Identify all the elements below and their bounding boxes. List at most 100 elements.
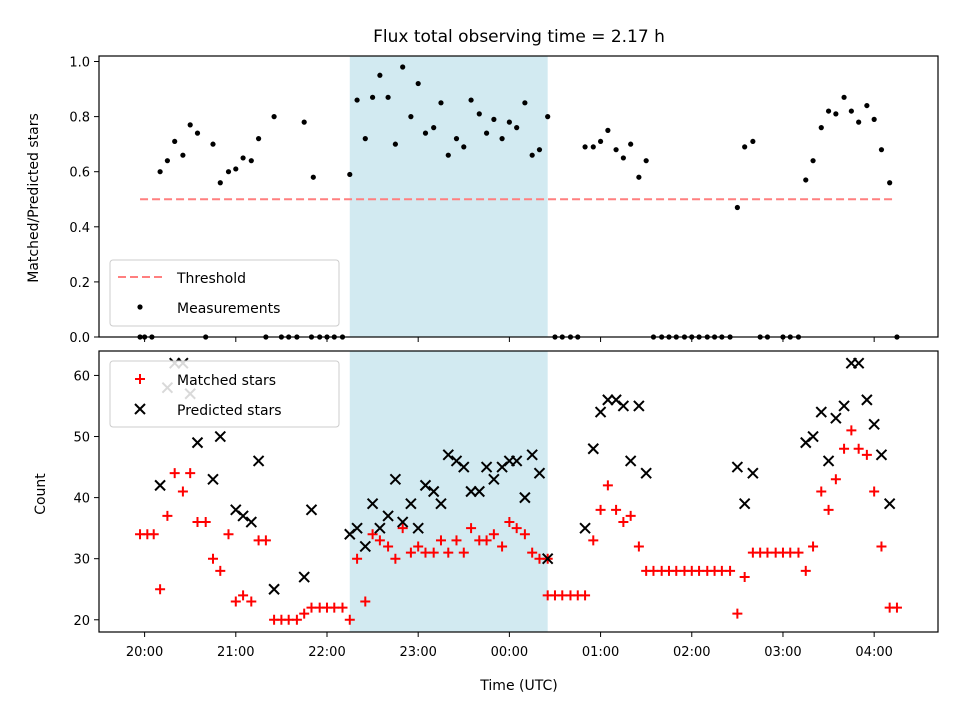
predicted-stars-point	[458, 461, 470, 473]
measurement-point	[255, 136, 262, 142]
matched-stars-point	[374, 535, 385, 546]
legend-matched-label: Matched stars	[177, 373, 276, 389]
x-tick-label: 00:00	[491, 645, 528, 660]
predicted-stars-point	[207, 473, 219, 485]
measurement-point	[887, 180, 893, 186]
legend-predicted-label: Predicted stars	[177, 403, 282, 419]
measurement-point	[605, 127, 611, 133]
x-tick-label: 20:00	[126, 645, 163, 660]
matched-stars-point	[223, 529, 234, 540]
predicted-stars-point	[541, 552, 554, 565]
predicted-stars-point	[389, 473, 402, 485]
matched-stars-point	[451, 535, 462, 546]
matched-stars-point	[238, 590, 249, 601]
predicted-stars-point	[640, 467, 652, 479]
matched-stars-point	[215, 565, 226, 576]
measurement-point	[157, 169, 163, 175]
count-y-tick-label: 30	[73, 553, 90, 568]
predicted-stars-point	[624, 455, 637, 467]
measurement-point	[369, 94, 376, 100]
matched-stars-point	[390, 553, 401, 564]
predicted-stars-point	[191, 436, 204, 449]
matched-stars-point	[853, 443, 864, 454]
predicted-stars-point	[488, 473, 500, 485]
count-axes: 20 30 40 50 60 20:00 21:00 22:00 23:00 00:00 01:00…	[73, 350, 939, 660]
predicted-stars-point	[305, 504, 318, 516]
predicted-stars-point	[435, 498, 447, 510]
measurement-point	[431, 125, 437, 131]
matched-stars-point	[846, 425, 857, 436]
legend-box	[109, 259, 340, 327]
matched-stars-point	[428, 547, 439, 558]
matched-stars-point	[497, 541, 508, 552]
measurement-point	[613, 147, 619, 153]
measurement-point	[514, 125, 520, 131]
legend-threshold-label: Threshold	[176, 271, 246, 287]
matched-stars-point	[793, 547, 804, 558]
measurement-point	[856, 119, 862, 125]
measurement-point	[582, 144, 588, 150]
predicted-stars-point	[237, 510, 249, 522]
matched-stars-point	[602, 480, 613, 491]
ratio-y-tick-label: 1.0	[69, 56, 90, 71]
ratio-y-tick-label: 0.8	[69, 111, 90, 126]
matched-stars-point	[169, 468, 180, 479]
measurement-point	[742, 144, 748, 150]
x-tick-label: 21:00	[217, 645, 254, 660]
measurement-point	[643, 158, 649, 164]
predicted-stars-point	[738, 498, 751, 510]
measurement-point	[233, 166, 239, 172]
measurement-point	[483, 130, 490, 136]
predicted-stars-point	[830, 412, 842, 424]
observing-window-shading	[349, 351, 548, 632]
observing-window-band	[349, 351, 548, 632]
matched-stars-point	[360, 596, 371, 607]
predicted-stars-point	[731, 461, 744, 473]
matched-stars-point	[800, 565, 811, 576]
matched-stars-point	[816, 486, 827, 497]
count-y-tick-label: 50	[73, 431, 90, 446]
matched-stars-point	[732, 608, 743, 619]
predicted-stars-point	[838, 400, 850, 412]
matched-stars-point	[413, 541, 424, 552]
measurement-point	[499, 136, 505, 142]
measurement-point	[180, 152, 186, 158]
predicted-stars-point	[252, 455, 265, 467]
measurement-point	[871, 116, 877, 122]
matched-stars-point	[230, 596, 241, 607]
count-legend: Matched stars Predicted stars	[109, 360, 340, 428]
measurement-point	[803, 177, 809, 183]
predicted-stars-point	[480, 461, 493, 473]
predicted-stars-point	[868, 418, 880, 431]
predicted-stars-point	[852, 357, 865, 369]
ratio-axes-frame	[98, 55, 939, 338]
matched-stars-point	[367, 529, 378, 540]
observing-window-band	[349, 56, 548, 337]
predicted-stars-point	[747, 467, 759, 479]
count-y-tick-label: 40	[73, 492, 90, 507]
matched-stars-point	[618, 517, 629, 528]
matched-stars-point	[739, 572, 750, 583]
matched-stars-point	[580, 590, 591, 601]
matched-stars-point	[344, 614, 355, 625]
measurement-point	[810, 158, 816, 164]
matched-stars-point	[830, 474, 841, 485]
measurement-point	[362, 136, 368, 142]
figure-title: Flux total observing time = 2.17 h	[373, 27, 665, 47]
measurement-point	[818, 125, 824, 131]
measurement-point	[187, 122, 193, 128]
matched-stars-point	[633, 541, 644, 552]
predicted-stars-point	[419, 479, 432, 492]
measurement-point	[194, 130, 201, 136]
measurement-point	[590, 144, 596, 150]
matched-stars-point	[458, 547, 469, 558]
measurement-point	[164, 158, 170, 164]
matched-stars-point	[352, 553, 363, 564]
measurement-point	[248, 158, 254, 164]
measurement-point	[210, 141, 216, 147]
measurement-point	[597, 138, 604, 145]
measurement-point	[422, 130, 429, 136]
ratio-y-axis-label: Matched/Predicted stars	[26, 113, 42, 283]
predicted-stars-point	[366, 498, 379, 510]
measurement-point	[438, 100, 444, 106]
